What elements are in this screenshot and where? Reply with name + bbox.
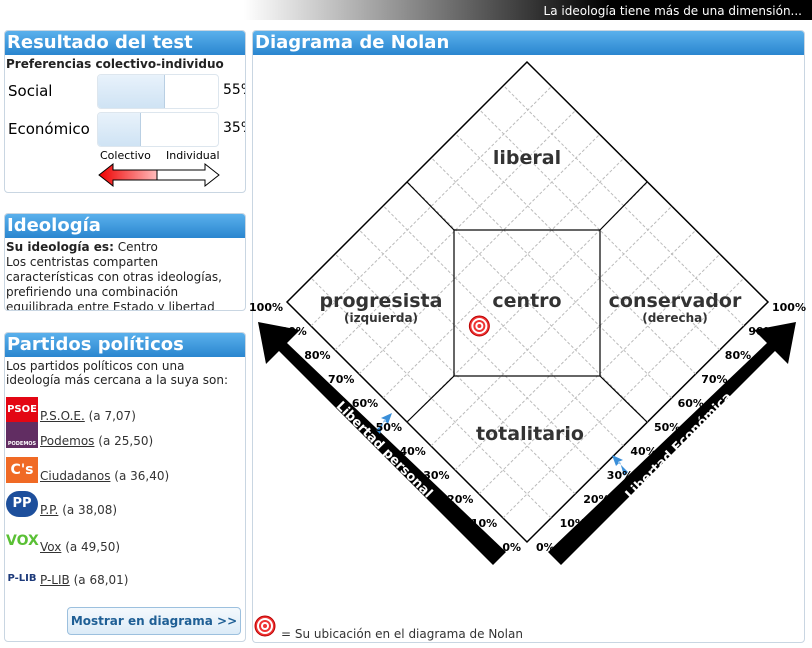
scale-arrow xyxy=(98,162,220,188)
nolan-panel: Diagrama de Nolan xyxy=(252,30,805,643)
ideology-value: Centro xyxy=(117,240,158,254)
ideology-title: Ideología xyxy=(5,214,245,238)
row-value: 35% xyxy=(223,120,245,136)
party-row: Vox (a 49,50) xyxy=(40,540,120,554)
party-logo: PODEMOS xyxy=(6,422,38,448)
tagline: La ideología tiene más de una dimensión.… xyxy=(543,4,802,18)
party-row: P.S.O.E. (a 7,07) xyxy=(40,409,136,423)
ideology-description: Los centristas comparten características… xyxy=(6,255,222,311)
party-row: P-LIB (a 68,01) xyxy=(40,573,128,587)
party-logo: VOX xyxy=(6,533,39,549)
bar xyxy=(97,112,219,147)
top-bar: La ideología tiene más de una dimensión.… xyxy=(0,0,812,20)
bar-fill xyxy=(98,75,165,108)
party-logo: PSOE xyxy=(6,397,38,423)
party-distance: (a 25,50) xyxy=(98,434,154,448)
party-link[interactable]: P.P. xyxy=(40,503,59,517)
nolan-title: Diagrama de Nolan xyxy=(253,31,804,55)
party-logo: P-LIB xyxy=(7,573,37,584)
party-row: Podemos (a 25,50) xyxy=(40,434,153,448)
results-title: Resultado del test xyxy=(5,31,245,55)
party-logo: C's xyxy=(6,457,38,483)
ideology-panel: Ideología Su ideología es: Centro Los cen… xyxy=(4,213,246,311)
party-logo: PP xyxy=(6,491,38,517)
bar-fill xyxy=(98,113,141,146)
party-distance: (a 38,08) xyxy=(62,503,118,517)
arrow-left xyxy=(98,162,158,188)
party-link[interactable]: Ciudadanos xyxy=(40,469,111,483)
party-link[interactable]: Vox xyxy=(40,540,62,554)
bar xyxy=(97,74,219,109)
parties-intro: Los partidos políticos con una ideología… xyxy=(6,359,228,387)
ideology-label: Su ideología es: xyxy=(6,240,114,254)
arrow-right xyxy=(156,162,220,188)
party-row: Ciudadanos (a 36,40) xyxy=(40,469,169,483)
party-link[interactable]: P.S.O.E. xyxy=(40,409,85,423)
ideology-text: Su ideología es: Centro Los centristas co… xyxy=(6,240,242,311)
party-link[interactable]: P-LIB xyxy=(40,573,70,587)
scale-right: Individual xyxy=(166,149,220,162)
party-distance: (a 49,50) xyxy=(65,540,121,554)
results-subtitle: Preferencias colectivo-individuo xyxy=(6,57,224,71)
scale-left: Colectivo xyxy=(100,149,151,162)
party-row: P.P. (a 38,08) xyxy=(40,503,117,517)
party-distance: (a 68,01) xyxy=(73,573,129,587)
row-label: Social xyxy=(8,82,53,100)
row-label: Económico xyxy=(8,120,90,138)
parties-panel: Partidos políticos Los partidos político… xyxy=(4,332,246,642)
parties-title: Partidos políticos xyxy=(5,333,245,357)
show-button[interactable]: Mostrar en diagrama >> xyxy=(67,607,241,635)
row-value: 55% xyxy=(223,82,245,98)
results-panel: Resultado del test Preferencias colectiv… xyxy=(4,30,246,193)
party-distance: (a 7,07) xyxy=(88,409,136,423)
party-link[interactable]: Podemos xyxy=(40,434,95,448)
party-distance: (a 36,40) xyxy=(114,469,170,483)
